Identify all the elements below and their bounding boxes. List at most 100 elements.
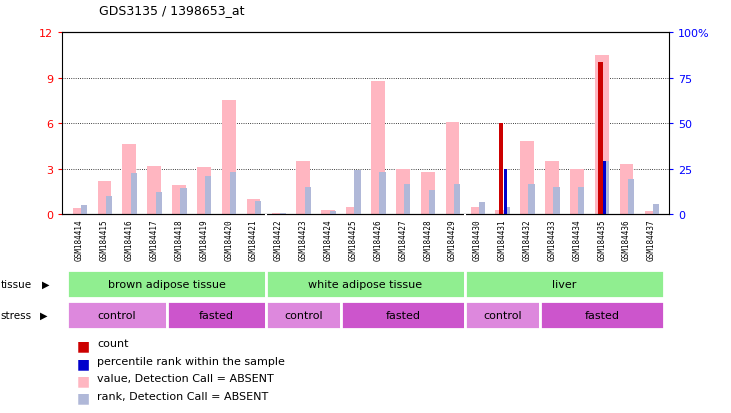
Bar [297,162,310,215]
Bar [446,122,459,215]
Bar [346,207,360,215]
Bar [266,270,465,298]
Bar [504,169,507,215]
Text: stress: stress [1,310,32,320]
Text: rank, Detection Call = ABSENT: rank, Detection Call = ABSENT [97,391,268,401]
Bar [499,124,503,215]
Bar [272,213,285,215]
Bar [645,212,659,215]
Text: GSM184436: GSM184436 [622,219,631,261]
Text: GSM184416: GSM184416 [125,219,134,261]
Text: ■: ■ [77,339,90,353]
Bar [371,81,385,215]
Text: GSM184419: GSM184419 [200,219,208,261]
Bar [322,210,335,215]
Text: ▶: ▶ [40,310,48,320]
Text: GSM184420: GSM184420 [224,219,233,261]
Bar [529,185,534,215]
Bar [197,168,211,215]
Bar [404,185,410,215]
Bar [81,206,87,215]
Text: ■: ■ [77,356,90,370]
Text: GSM184430: GSM184430 [473,219,482,261]
Bar [266,301,341,329]
Text: control: control [284,310,322,320]
Bar [479,203,485,215]
Bar [181,189,186,215]
Bar [247,199,260,215]
Text: GSM184429: GSM184429 [448,219,457,261]
Text: GSM184424: GSM184424 [324,219,333,261]
Bar [628,180,635,215]
Bar [148,166,161,215]
Bar [341,301,465,329]
Text: GSM184432: GSM184432 [523,219,531,261]
Bar [156,192,162,215]
Bar [496,210,509,215]
Bar [222,101,235,215]
Text: GSM184415: GSM184415 [100,219,109,261]
Bar [471,207,484,215]
Bar [230,172,236,215]
Bar [578,188,585,215]
Text: white adipose tissue: white adipose tissue [308,279,423,289]
Bar [603,162,606,215]
Bar [570,169,583,215]
Bar [255,201,261,215]
Text: control: control [483,310,522,320]
Text: tissue: tissue [1,279,32,289]
Text: GSM184422: GSM184422 [274,219,283,261]
Text: fasted: fasted [199,310,234,320]
Bar [67,301,167,329]
Bar [598,63,603,215]
Bar [67,270,266,298]
Bar [330,212,336,215]
Text: GSM184435: GSM184435 [597,219,606,261]
Text: brown adipose tissue: brown adipose tissue [107,279,225,289]
Bar [167,301,266,329]
Bar [173,186,186,215]
Bar [106,197,112,215]
Text: GSM184414: GSM184414 [75,219,84,261]
Bar [545,162,558,215]
Text: count: count [97,339,129,349]
Bar [205,177,211,215]
Bar [504,207,510,215]
Text: liver: liver [552,279,577,289]
Bar [72,209,86,215]
Text: GSM184427: GSM184427 [398,219,407,261]
Text: GSM184434: GSM184434 [572,219,581,261]
Text: GSM184417: GSM184417 [150,219,159,261]
Text: ■: ■ [77,391,90,405]
Text: GSM184426: GSM184426 [374,219,382,261]
Text: GSM184437: GSM184437 [647,219,656,261]
Bar [595,56,609,215]
Text: ■: ■ [77,373,90,387]
Bar [653,204,659,215]
Bar [465,270,664,298]
Text: control: control [97,310,136,320]
Text: GSM184433: GSM184433 [548,219,556,261]
Bar [520,142,534,215]
Bar [355,171,360,215]
Text: GSM184423: GSM184423 [299,219,308,261]
Bar [280,213,286,215]
Text: ▶: ▶ [42,279,50,289]
Bar [553,188,559,215]
Bar [122,145,136,215]
Text: percentile rank within the sample: percentile rank within the sample [97,356,285,366]
Text: GSM184418: GSM184418 [175,219,183,261]
Text: fasted: fasted [584,310,619,320]
Bar [97,181,111,215]
Bar [421,172,434,215]
Bar [539,301,664,329]
Bar [620,165,634,215]
Bar [465,301,539,329]
Text: value, Detection Call = ABSENT: value, Detection Call = ABSENT [97,373,274,383]
Bar [603,162,610,215]
Text: fasted: fasted [385,310,420,320]
Bar [454,185,460,215]
Bar [429,190,435,215]
Bar [131,174,137,215]
Text: GSM184431: GSM184431 [498,219,507,261]
